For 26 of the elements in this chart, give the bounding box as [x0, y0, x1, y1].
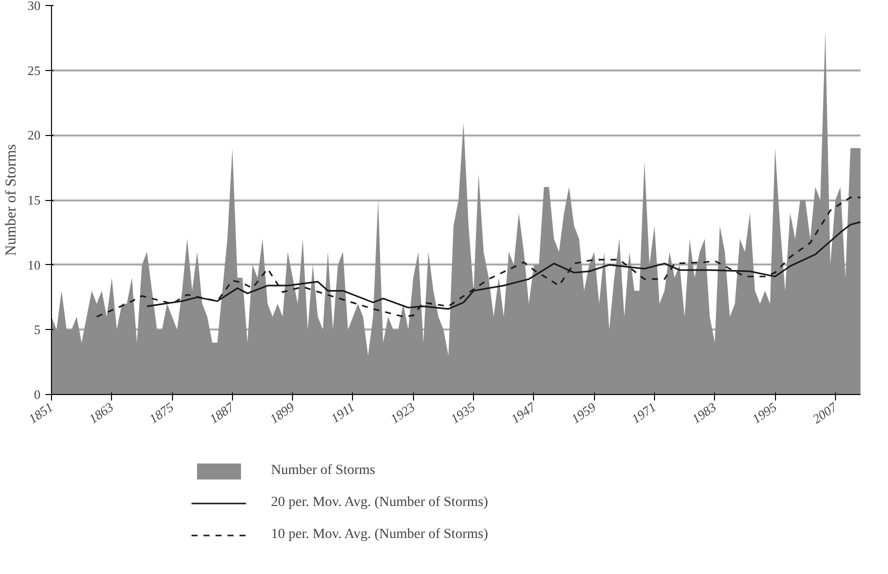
- y-tick-label: 15: [28, 192, 40, 208]
- x-tick-label: 1887: [206, 399, 238, 426]
- x-tick-label: 1863: [86, 399, 116, 426]
- x-tick-label: 1971: [628, 399, 659, 426]
- y-tick-label: 25: [28, 62, 40, 78]
- y-tick-label: 5: [34, 322, 40, 338]
- x-tick-label: 1899: [267, 399, 298, 426]
- x-tick-label: 1911: [328, 399, 358, 426]
- x-tick-label: 1935: [448, 399, 478, 426]
- legend-label: 20 per. Mov. Avg. (Number of Storms): [271, 495, 488, 511]
- x-tick-label: 1959: [568, 399, 599, 426]
- legend-label: Number of Storms: [271, 463, 376, 479]
- line-series: [96, 196, 860, 318]
- x-tick-label: 1995: [749, 399, 780, 426]
- x-tick-label: 1947: [508, 399, 539, 426]
- y-tick-label: 20: [28, 128, 40, 143]
- y-axis-title: Number of Storms: [4, 144, 20, 256]
- y-tick-label: 10: [28, 257, 40, 272]
- x-tick-label: 1875: [146, 399, 177, 426]
- x-tick-label: 1923: [388, 399, 418, 426]
- y-tick-label: 30: [28, 0, 40, 13]
- x-tick-label: 1851: [26, 399, 56, 426]
- x-tick-label: 1983: [689, 399, 720, 426]
- x-tick-label: 2007: [810, 399, 840, 426]
- y-tick-label: 0: [34, 387, 40, 402]
- legend-label: 10 per. Mov. Avg. (Number of Storms): [271, 527, 488, 543]
